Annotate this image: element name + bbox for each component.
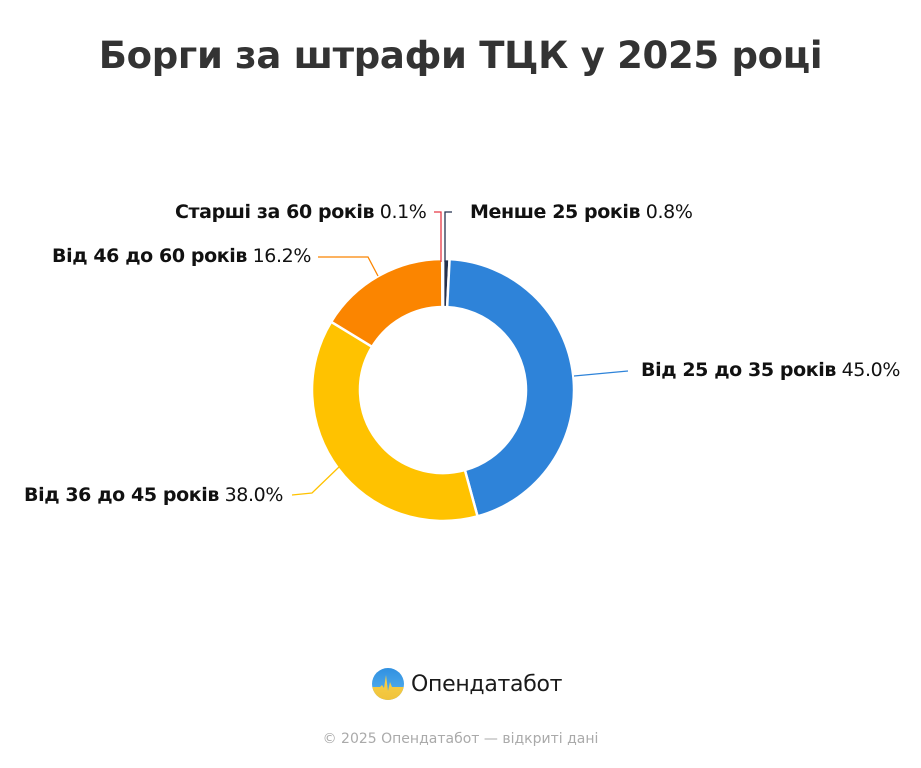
leader-lines <box>291 211 629 496</box>
leader-line-4 <box>291 466 340 496</box>
chart-title: Борги за штрафи ТЦК у 2025 році <box>98 34 823 77</box>
slice-1 <box>445 257 576 518</box>
leader-line-0 <box>444 211 452 262</box>
footer-copyright: © 2025 Опендатабот — відкриті дані <box>322 731 599 747</box>
opendatabot-logo-icon <box>372 668 404 700</box>
label-over-60: Старші за 60 років 0.1% <box>175 201 427 223</box>
label-25-35: Від 25 до 35 років 45.0% <box>641 359 900 381</box>
leader-line-2 <box>318 256 379 277</box>
slice-4 <box>440 257 445 309</box>
label-under-25: Менше 25 років 0.8% <box>470 201 693 223</box>
slice-2 <box>310 320 479 523</box>
brand-name: Опендатабот <box>411 671 563 697</box>
brand: Опендатабот <box>371 667 562 701</box>
leader-line-1 <box>434 211 442 262</box>
label-46-60: Від 46 до 60 років 16.2% <box>52 245 311 267</box>
label-36-45: Від 36 до 45 років 38.0% <box>24 484 283 506</box>
leader-line-3 <box>573 370 629 377</box>
donut-slices <box>310 257 576 523</box>
